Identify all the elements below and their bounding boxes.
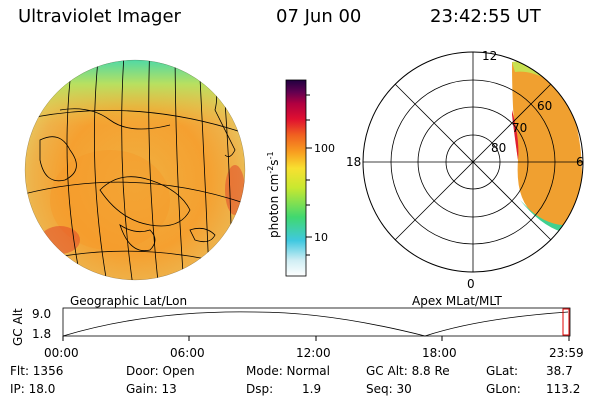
geographic-caption: Geographic Lat/Lon bbox=[70, 294, 188, 308]
timeline-y-bottom: 1.8 bbox=[32, 327, 51, 341]
polar-lat-80: 80 bbox=[491, 141, 506, 155]
gc-altitude-timeline: GC Alt 9.0 1.8 00:00 06:00 12:00 18:00 2… bbox=[11, 307, 584, 360]
glat-value: 38.7 bbox=[546, 364, 573, 378]
polar-lat-70: 70 bbox=[512, 121, 527, 135]
timeline-tick: 23:59 bbox=[549, 346, 584, 360]
timeline-axis-label: GC Alt bbox=[11, 308, 25, 346]
seq-value: Seq: 30 bbox=[366, 382, 412, 396]
timeline-tick: 12:00 bbox=[296, 346, 331, 360]
apex-polar-plot: 12 18 6 0 60 70 80 bbox=[346, 49, 584, 291]
timeline-tick: 06:00 bbox=[170, 346, 205, 360]
polar-label-6: 6 bbox=[576, 155, 584, 169]
timeline-tick: 00:00 bbox=[44, 346, 79, 360]
header-date: 07 Jun 00 bbox=[276, 6, 362, 27]
geographic-globe-map bbox=[24, 59, 246, 281]
mode-value: Mode: Normal bbox=[246, 364, 330, 378]
apex-caption: Apex MLat/MLT bbox=[412, 294, 502, 308]
polar-label-12: 12 bbox=[482, 49, 497, 63]
app-title: Ultraviolet Imager bbox=[18, 6, 181, 27]
intensity-colorbar: 100 10 photon cm-2s-1 bbox=[266, 79, 335, 277]
colorbar-unit-label: photon cm-2s-1 bbox=[266, 151, 281, 238]
polar-lat-60: 60 bbox=[537, 99, 552, 113]
gc-alt-value: GC Alt: 8.8 Re bbox=[366, 364, 450, 378]
colorbar-tick-100: 100 bbox=[314, 142, 335, 155]
dsp-label: Dsp: bbox=[246, 382, 274, 396]
polar-label-0: 0 bbox=[467, 277, 475, 291]
flight-number: Flt: 1356 bbox=[10, 364, 64, 378]
colorbar-tick-10: 10 bbox=[314, 231, 328, 244]
header-time: 23:42:55 UT bbox=[430, 6, 541, 27]
dsp-value: 1.9 bbox=[302, 382, 322, 396]
glon-label: GLon: bbox=[486, 382, 521, 396]
gain-value: Gain: 13 bbox=[126, 382, 177, 396]
polar-label-18: 18 bbox=[346, 155, 361, 169]
glat-label: GLat: bbox=[486, 364, 519, 378]
door-status: Door: Open bbox=[126, 364, 195, 378]
timeline-y-top: 9.0 bbox=[32, 307, 51, 321]
timeline-tick: 18:00 bbox=[422, 346, 457, 360]
glon-value: 113.2 bbox=[546, 382, 581, 396]
ip-value: IP: 18.0 bbox=[10, 382, 56, 396]
